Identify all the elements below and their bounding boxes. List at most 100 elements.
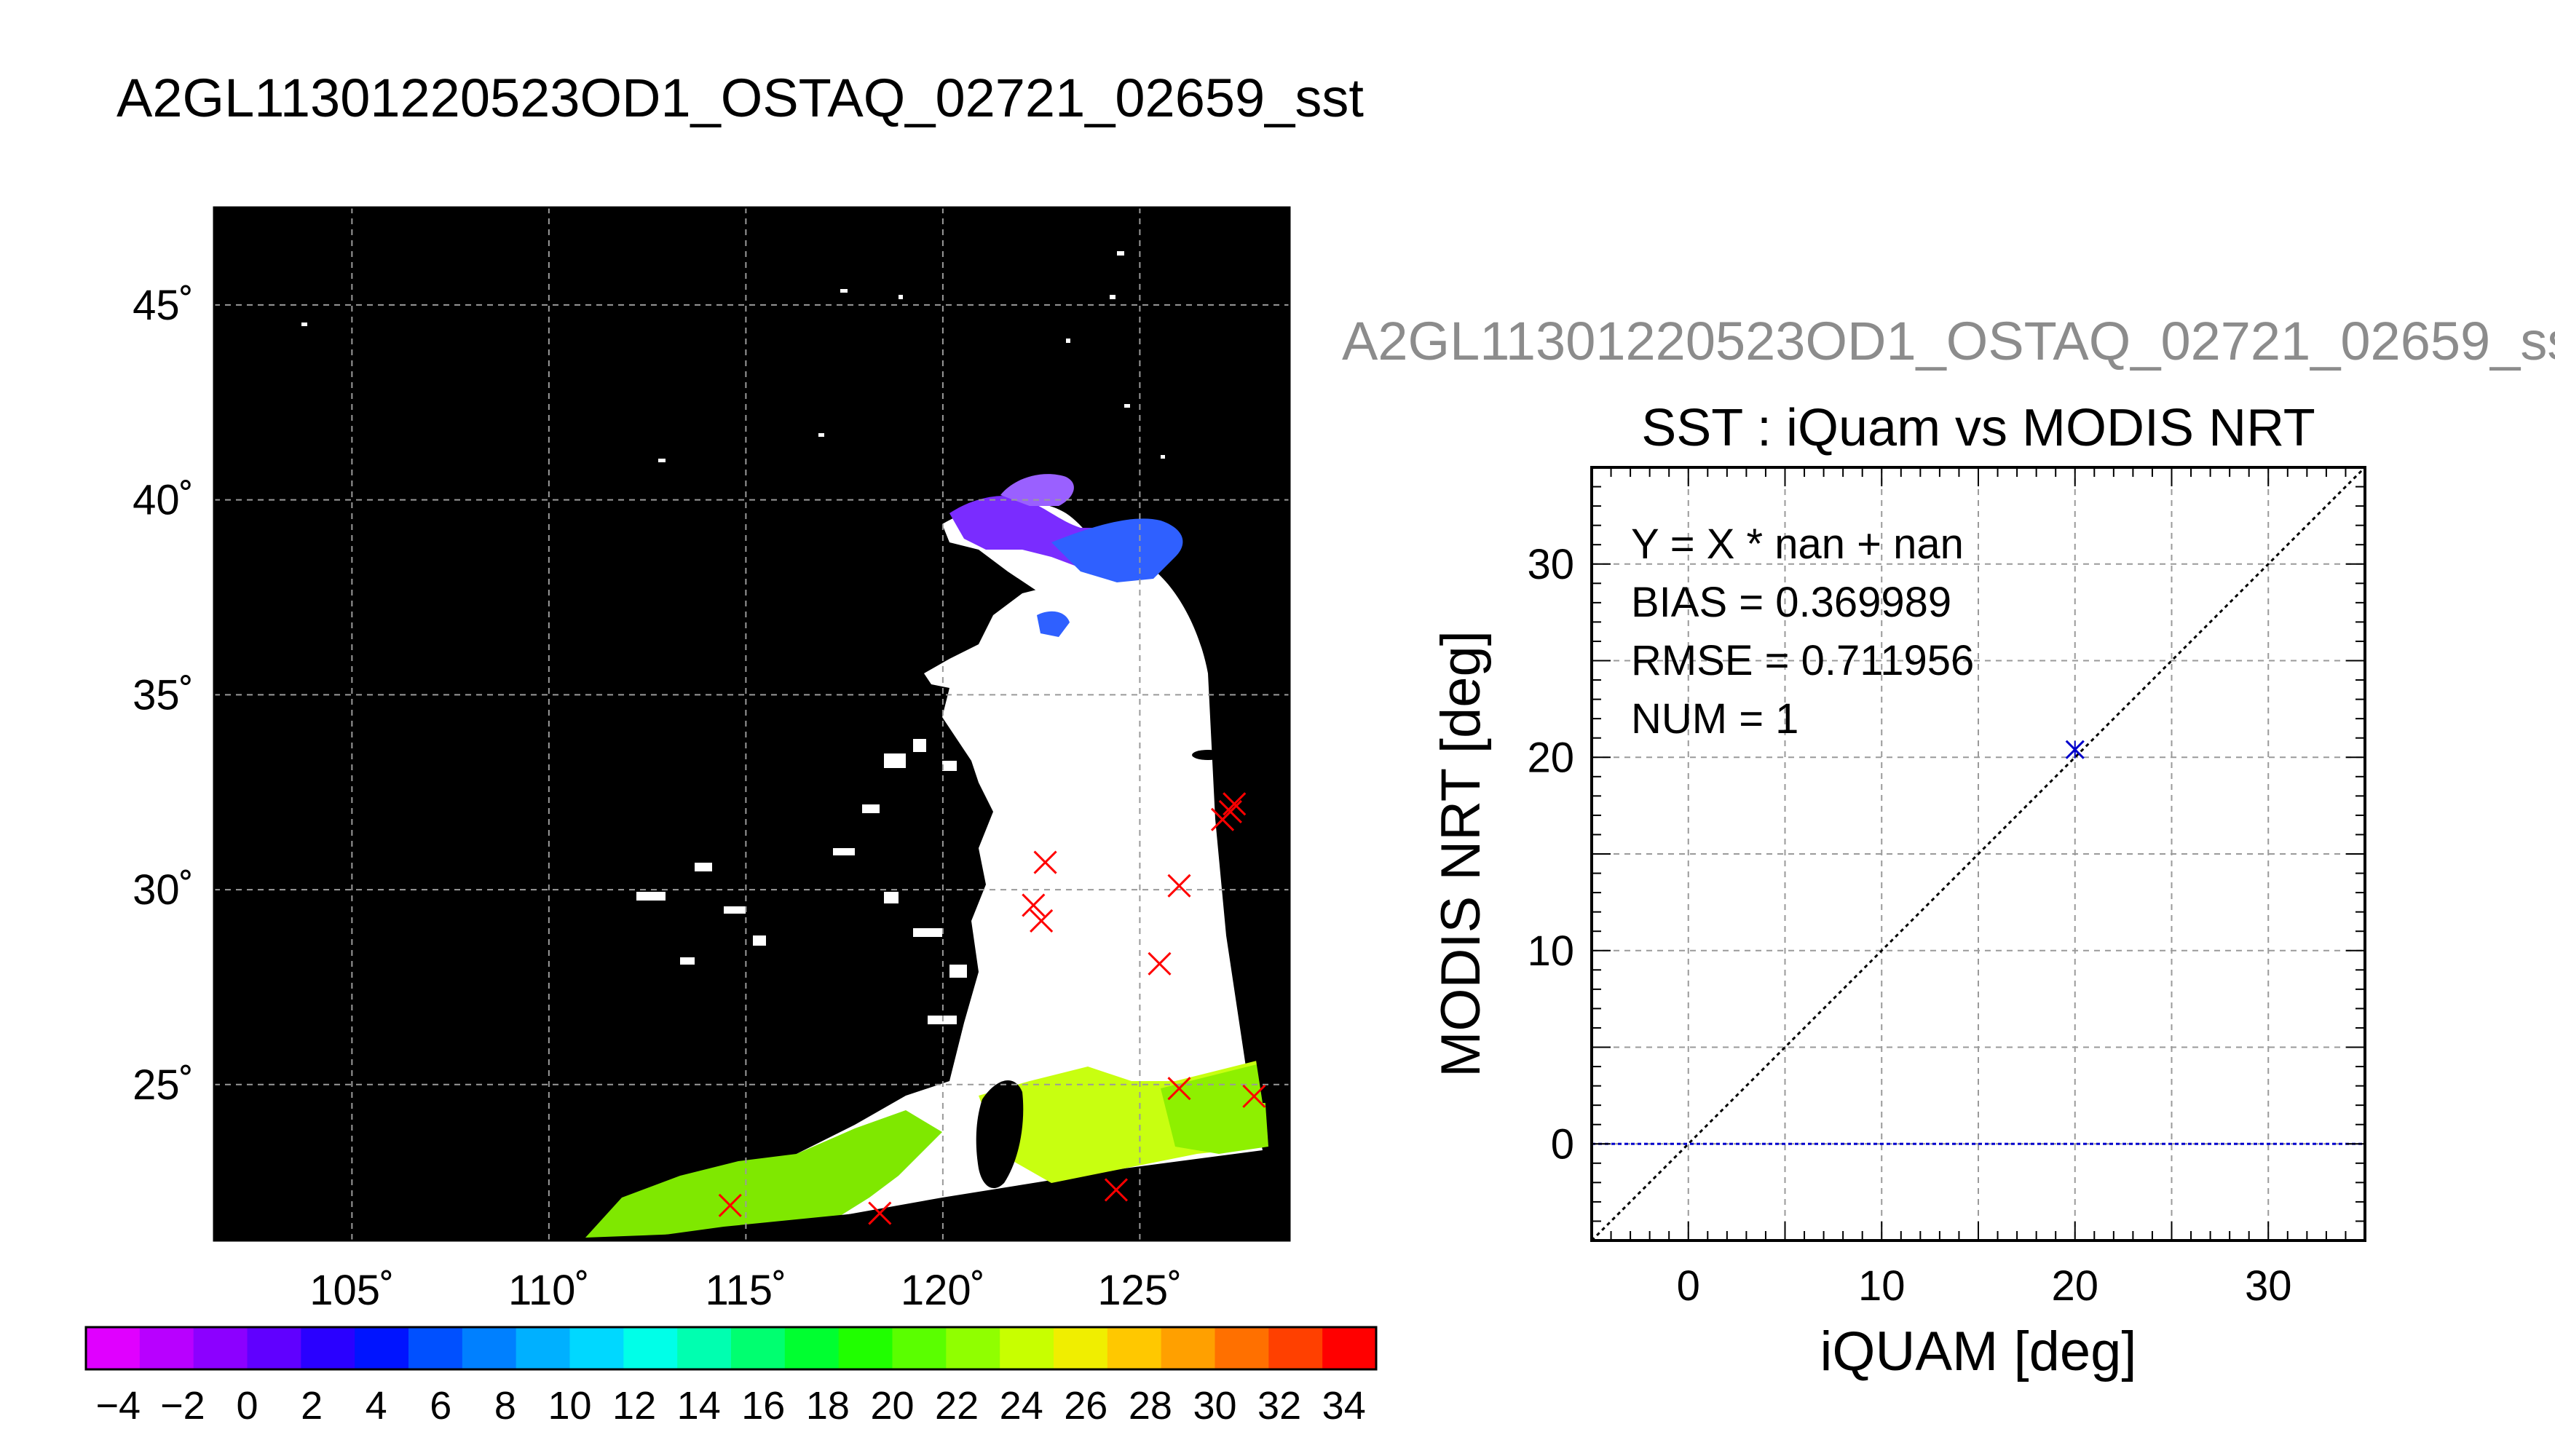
scatter-stat-line: Y = X * nan + nan <box>1631 521 1964 568</box>
colorbar-swatch <box>1000 1327 1054 1369</box>
sst-map-panel: 105˚ 110˚ 115˚ 120˚ 125˚ 45˚ 40˚ 35˚ 30˚ 25˚ <box>133 206 1291 1314</box>
matchup-marker <box>1022 893 1046 917</box>
map-tick-labels: 105˚ 110˚ 115˚ 120˚ 125˚ 45˚ 40˚ 35˚ 30˚ 25˚ <box>133 282 1182 1314</box>
scatter-ticks: 0 10 20 30 0 10 20 30 <box>1527 467 2365 1310</box>
swath-edge-mask <box>1212 644 1290 1103</box>
colorbar-swatch <box>838 1327 893 1369</box>
map-x-tick-label: 120˚ <box>901 1267 985 1314</box>
map-x-tick-label: 105˚ <box>309 1267 394 1314</box>
map-y-tick-label: 45˚ <box>133 282 194 329</box>
colorbar-tick-label: 22 <box>935 1384 979 1428</box>
colorbar-swatch <box>516 1327 571 1369</box>
yellow-sea-north-water <box>1051 518 1183 582</box>
matchup-marker <box>1030 909 1054 933</box>
matchup-marker <box>1218 799 1242 824</box>
colorbar-swatch <box>193 1327 248 1369</box>
colorbar-tick-label: 30 <box>1193 1384 1236 1428</box>
map-gridlines <box>214 207 1290 1241</box>
map-frame <box>213 206 1291 1242</box>
colorbar-tick-label: 14 <box>677 1384 721 1428</box>
matchup-marker <box>1148 951 1172 976</box>
colorbar-swatch <box>784 1327 840 1369</box>
scatter-x-axis-label: iQUAM [deg] <box>1820 1321 2136 1382</box>
matchup-marker <box>1033 850 1057 874</box>
colorbar-swatch <box>731 1327 786 1369</box>
map-y-tick-label: 35˚ <box>133 671 194 719</box>
scatter-stat-line: NUM = 1 <box>1631 695 1798 743</box>
colorbar-swatch <box>408 1327 463 1369</box>
colorbar-tick-label: −4 <box>96 1384 141 1428</box>
scatter-plot-panel: 0 10 20 30 0 10 20 30 Y = X * nan + nan BIAS = 0… <box>1527 466 2366 1310</box>
colorbar-swatch <box>1054 1327 1108 1369</box>
colorbar-tick-label: −2 <box>160 1384 205 1428</box>
map-y-tick-label: 30˚ <box>133 866 194 914</box>
matchup-marker <box>1167 874 1191 898</box>
sst-field <box>301 251 1290 1241</box>
scatter-y-tick-label: 0 <box>1551 1120 1574 1168</box>
colorbar-swatch <box>301 1327 355 1369</box>
colorbar-frame <box>84 1326 1378 1371</box>
matchup-marker <box>1242 1084 1266 1108</box>
scatter-y-tick-label: 10 <box>1527 927 1574 975</box>
cloud-speckles <box>301 251 1204 1024</box>
scatter-stat-line: BIAS = 0.369989 <box>1631 579 1951 626</box>
map-y-tick-label: 25˚ <box>133 1061 194 1109</box>
lake-black <box>1192 750 1224 760</box>
no-data-region <box>746 502 1263 1223</box>
map-y-tick-label: 40˚ <box>133 477 194 524</box>
scatter-x-tick-label: 0 <box>1677 1262 1700 1310</box>
scatter-title: SST : iQuam vs MODIS NRT <box>1641 399 2315 457</box>
colorbar-swatch <box>247 1327 302 1369</box>
colorbar-swatch <box>1215 1327 1270 1369</box>
colorbar-tick-label: 18 <box>806 1384 850 1428</box>
scatter-x-tick-label: 10 <box>1858 1262 1906 1310</box>
colorbar-tick-label: 12 <box>612 1384 656 1428</box>
colorbar-tick-label: 8 <box>494 1384 516 1428</box>
coastal-blue-patch <box>1037 611 1070 637</box>
colorbar-swatch <box>569 1327 625 1369</box>
map-x-tick-label: 125˚ <box>1097 1267 1182 1314</box>
colorbar-swatch <box>1107 1327 1162 1369</box>
colorbar-tick-label: 32 <box>1257 1384 1301 1428</box>
scatter-x-tick-label: 30 <box>2245 1262 2292 1310</box>
matchup-markers <box>718 792 1266 1225</box>
colorbar-tick-label: 10 <box>548 1384 591 1428</box>
east-coastal-water <box>1161 1063 1268 1154</box>
page-title: A2GL11301220523OD1_OSTAQ_02721_02659_sst <box>117 68 1364 128</box>
colorbar-tick-label: 34 <box>1322 1384 1366 1428</box>
scatter-points <box>2065 740 2085 759</box>
colorbar-tick-label: 16 <box>741 1384 785 1428</box>
colorbar-swatch <box>946 1327 1000 1369</box>
scatter-point <box>2065 740 2085 759</box>
colorbar-swatch <box>892 1327 947 1369</box>
colorbar-swatch <box>1322 1327 1377 1369</box>
matchup-marker <box>868 1201 892 1225</box>
colorbar-swatch <box>139 1327 194 1369</box>
matchup-marker <box>1104 1178 1129 1202</box>
colorbar-swatch <box>86 1327 141 1369</box>
colorbar-tick-label: 24 <box>1000 1384 1043 1428</box>
swath-edge-mask <box>622 1158 1290 1241</box>
map-x-tick-label: 115˚ <box>705 1267 786 1314</box>
scatter-y-tick-label: 30 <box>1527 541 1574 588</box>
scatter-stats: Y = X * nan + nan BIAS = 0.369989 RMSE = 0… <box>1631 521 1974 743</box>
scatter-stat-line: RMSE = 0.711956 <box>1631 637 1974 684</box>
colorbar-swatch <box>677 1327 732 1369</box>
scatter-header: A2GL11301220523OD1_OSTAQ_02721_02659_sst <box>1342 311 2555 371</box>
map-x-tick-label: 110˚ <box>508 1267 590 1314</box>
matchup-marker <box>718 1193 742 1217</box>
scatter-y-tick-label: 20 <box>1527 734 1574 781</box>
colorbar-tick-label: 0 <box>236 1384 258 1428</box>
south-coastal-water <box>585 1110 942 1238</box>
colorbar-swatch <box>1268 1327 1323 1369</box>
colorbar-swatch <box>462 1327 517 1369</box>
colorbar-swatch <box>623 1327 678 1369</box>
scatter-reference-lines <box>1592 467 2365 1241</box>
colorbar-swatch <box>1161 1327 1216 1369</box>
colorbar-tick-label: 2 <box>301 1384 323 1428</box>
scatter-x-tick-label: 20 <box>2051 1262 2098 1310</box>
colorbar-swatch <box>355 1327 409 1369</box>
colorbar-tick-label: 20 <box>870 1384 914 1428</box>
sst-colorbar: −4 −2 0 2 4 6 8 10 12 14 16 18 20 22 24 26 28 30 32 34 <box>84 1326 1378 1428</box>
